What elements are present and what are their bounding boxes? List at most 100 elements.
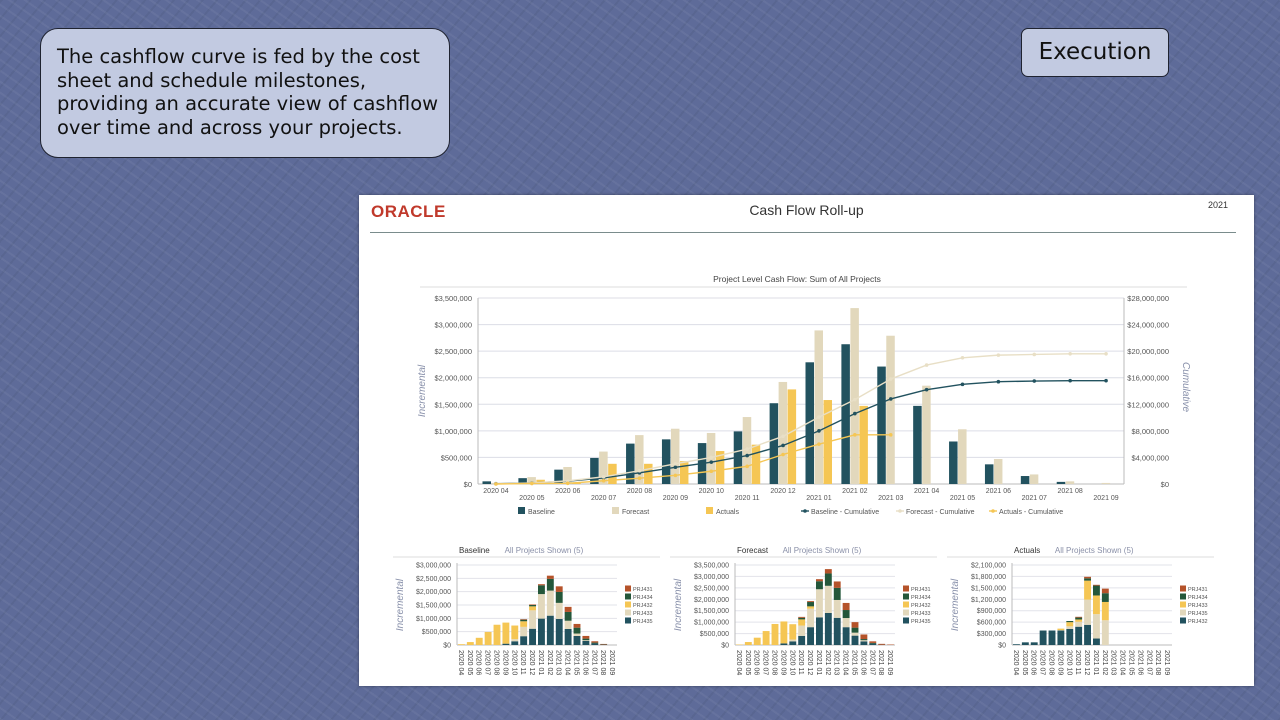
- bar-actuals: [859, 405, 868, 484]
- x-tick-label: 2021 09: [1093, 495, 1118, 502]
- x-tick-label: 2021 03: [833, 650, 840, 675]
- stacked-bar-prj434: [824, 573, 832, 586]
- stacked-bar-prj431: [591, 641, 599, 643]
- point-baseline-cumulative: [1104, 378, 1108, 383]
- x-tick-label: 2020 09: [501, 650, 508, 675]
- stacked-bar-prj432: [466, 642, 474, 645]
- point-actuals-cumulative: [565, 481, 570, 486]
- stacked-bar-prj433: [824, 585, 832, 613]
- stacked-bar-prj432: [1075, 626, 1083, 645]
- x-tick-label: 2020 05: [1021, 650, 1028, 675]
- small-chart-title: Actuals: [1014, 546, 1040, 555]
- point-actuals-cumulative: [888, 433, 893, 437]
- stacked-bar-prj431: [824, 569, 832, 574]
- y-tick-label: $1,500,000: [416, 603, 451, 610]
- y2-tick-label: $16,000,000: [1127, 374, 1169, 383]
- point-forecast-cumulative: [817, 415, 821, 419]
- y-tick-label: $0: [464, 480, 472, 489]
- stacked-bar-prj433: [564, 620, 572, 629]
- stacked-bar-prj431: [798, 616, 806, 618]
- y-tick-label: $1,800,000: [971, 574, 1006, 581]
- stacked-bar-prj431: [520, 619, 528, 620]
- x-tick-label: 2020 10: [788, 650, 795, 675]
- y-tick-label: $1,500,000: [434, 400, 472, 409]
- stacked-bar-prj432: [502, 622, 510, 644]
- x-tick-label: 2021 04: [1119, 650, 1126, 675]
- stacked-bar-prj432: [753, 637, 761, 645]
- report-year: 2021: [1207, 200, 1228, 210]
- bar-forecast: [958, 429, 967, 484]
- x-tick-label: 2021 07: [1145, 650, 1152, 675]
- y-tick-label: $1,000,000: [434, 427, 472, 436]
- stacked-bar-prj433: [582, 640, 590, 641]
- bar-baseline: [877, 366, 886, 484]
- y-tick-label: $300,000: [977, 631, 1006, 638]
- stacked-bar-prj433: [807, 608, 814, 628]
- stacked-bar-prj435: [869, 643, 877, 645]
- y-tick-label: $600,000: [977, 620, 1006, 627]
- point-actuals-cumulative: [530, 481, 534, 486]
- legend-marker: [898, 509, 902, 513]
- x-tick-label: 2020 07: [591, 495, 616, 502]
- bar-forecast: [1065, 481, 1075, 484]
- x-tick-label: 2020 09: [663, 495, 688, 502]
- header-divider: [370, 232, 1236, 233]
- point-baseline-cumulative: [673, 465, 678, 470]
- stacked-bar-prj432: [458, 644, 465, 645]
- stacked-bar-prj434: [1101, 593, 1109, 602]
- point-forecast-cumulative: [601, 475, 606, 479]
- x-tick-label: 2020 06: [555, 488, 580, 495]
- stacked-bar-prj435: [860, 641, 868, 645]
- legend-swatch: [903, 609, 909, 616]
- x-tick-label: 2020 12: [528, 650, 535, 675]
- x-tick-label: 2021 02: [546, 650, 553, 675]
- legend-swatch: [612, 507, 619, 514]
- x-tick-label: 2020 04: [457, 650, 464, 675]
- stacked-bar-prj434: [798, 617, 806, 620]
- point-baseline-cumulative: [888, 397, 893, 401]
- point-forecast-cumulative: [960, 355, 965, 360]
- x-tick-label: 2021 07: [868, 650, 875, 675]
- bar-forecast: [886, 335, 895, 484]
- stacked-bar-prj431: [1084, 576, 1091, 579]
- point-forecast-cumulative: [673, 462, 678, 466]
- legend-swatch: [903, 593, 909, 600]
- bar-actuals: [787, 389, 797, 484]
- legend-swatch: [903, 601, 909, 608]
- stacked-bar-prj433: [555, 602, 563, 619]
- point-forecast-cumulative: [924, 363, 929, 367]
- stacked-bar-prj434: [842, 610, 850, 619]
- x-tick-label: 2021 08: [1058, 488, 1083, 495]
- bar-actuals: [644, 463, 653, 484]
- stacked-bar-prj435: [833, 617, 841, 645]
- point-actuals-cumulative: [494, 482, 498, 486]
- y-tick-label: $2,000,000: [434, 374, 472, 383]
- x-tick-label: 2020 06: [475, 650, 482, 675]
- stacked-bar-prj431: [833, 581, 841, 588]
- oracle-logo: ORACLE: [371, 202, 446, 221]
- x-tick-label: 2021 04: [564, 650, 571, 675]
- stacked-bar-prj433: [546, 590, 554, 616]
- y-tick-label: $2,100,000: [971, 563, 1006, 570]
- legend-swatch: [518, 507, 525, 514]
- y-tick-label: $500,000: [441, 453, 472, 462]
- x-tick-label: 2020 07: [762, 650, 769, 675]
- small-chart-subtitle: All Projects Shown (5): [1055, 546, 1134, 555]
- stacked-bar-prj435: [546, 615, 554, 645]
- stacked-bar-prj435: [529, 628, 536, 645]
- x-tick-label: 2021 02: [824, 650, 831, 675]
- stacked-bar-prj433: [573, 633, 581, 636]
- legend-label: PRJ431: [633, 587, 653, 593]
- stacked-bar-prj434: [573, 627, 581, 634]
- legend-label: Baseline - Cumulative: [811, 509, 879, 516]
- stacked-bar-prj434: [1075, 617, 1083, 620]
- stacked-bar-prj431: [564, 606, 572, 612]
- x-tick-label: 2020 08: [1048, 650, 1055, 675]
- stacked-bar-prj435: [824, 613, 832, 645]
- stacked-bar-prj431: [860, 634, 868, 640]
- x-tick-label: 2021 04: [914, 488, 939, 495]
- bar-forecast: [527, 477, 536, 484]
- x-tick-label: 2021 03: [1110, 650, 1117, 675]
- legend-label: PRJ433: [633, 611, 653, 617]
- y2-tick-label: $12,000,000: [1127, 400, 1169, 409]
